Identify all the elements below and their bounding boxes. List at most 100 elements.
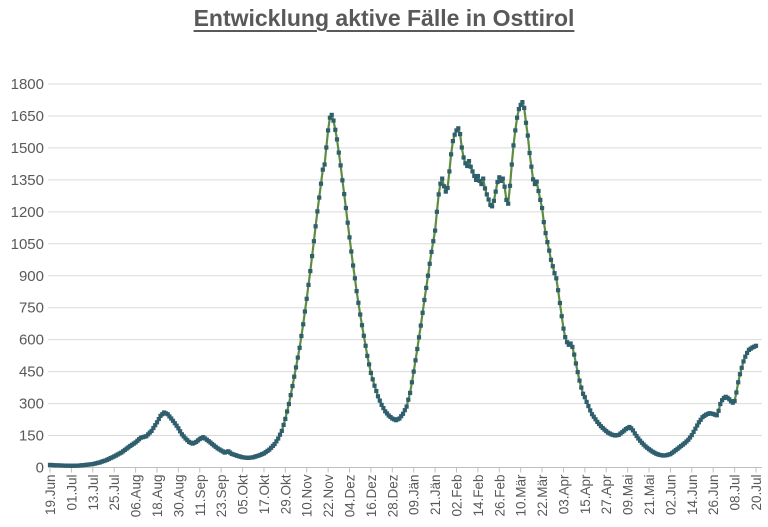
data-point-marker [507, 183, 513, 188]
data-point-marker [689, 433, 694, 438]
x-tick-label: 16.Dez [364, 474, 379, 517]
data-point-marker [686, 437, 691, 442]
data-point-marker [568, 341, 573, 346]
y-tick-label: 1350 [11, 172, 44, 189]
data-point-marker [277, 432, 283, 437]
data-point-marker [698, 417, 703, 422]
x-tick-label: 21.Jän [428, 475, 443, 516]
data-point-marker [497, 175, 502, 180]
data-point-marker [461, 155, 466, 160]
data-point-marker [743, 354, 748, 359]
data-point-marker [149, 428, 154, 433]
x-tick-label: 13.Jul [86, 475, 101, 511]
data-point-marker [518, 102, 523, 107]
data-point-marker [523, 120, 529, 125]
data-point-marker [422, 297, 427, 303]
data-point-marker [493, 189, 498, 194]
data-point-marker [550, 264, 555, 269]
y-tick-label: 600 [19, 332, 44, 349]
data-point-marker [693, 426, 698, 431]
data-point-marker [588, 408, 593, 413]
data-point-marker [468, 164, 473, 169]
data-point-marker [347, 235, 352, 240]
data-point-marker [691, 429, 696, 434]
data-point-marker [516, 107, 521, 112]
data-point-marker [154, 420, 160, 425]
data-point-marker [499, 178, 504, 183]
data-point-marker [714, 413, 719, 418]
data-point-marker [484, 192, 489, 197]
data-point-marker [634, 433, 639, 439]
data-point-marker [575, 370, 580, 375]
data-point-marker [359, 323, 365, 328]
data-point-marker [326, 128, 331, 133]
data-point-marker [306, 282, 311, 287]
data-point-marker [299, 333, 304, 339]
data-point-marker [354, 289, 359, 294]
data-point-marker [345, 220, 350, 225]
data-point-marker [301, 322, 306, 327]
data-point-marker [716, 408, 721, 413]
x-tick-label: 06.Aug [129, 475, 144, 518]
data-point-marker [174, 423, 179, 428]
data-point-marker [427, 261, 432, 266]
x-tick-label: 26.Jun [706, 475, 721, 516]
data-point-marker [311, 239, 316, 244]
data-point-marker [543, 231, 548, 236]
data-point-marker [434, 209, 439, 214]
data-point-marker [441, 184, 447, 189]
data-point-marker [737, 372, 743, 377]
data-point-marker [293, 365, 299, 370]
data-point-marker [329, 112, 334, 117]
data-point-marker [381, 406, 386, 411]
data-point-marker [593, 417, 598, 422]
data-point-marker [753, 343, 759, 348]
x-tick-label: 01.Jul [64, 475, 79, 511]
data-point-marker [429, 249, 434, 254]
data-point-marker [739, 365, 744, 370]
data-point-marker [352, 276, 357, 281]
data-point-marker [340, 178, 345, 183]
data-point-marker [322, 162, 327, 167]
data-point-marker [477, 178, 482, 183]
data-point-marker [438, 181, 443, 186]
data-point-marker [361, 333, 366, 338]
data-point-marker [474, 177, 479, 182]
data-point-marker [597, 421, 602, 427]
data-point-marker [351, 263, 356, 268]
data-point-marker [397, 416, 402, 421]
data-point-marker [445, 185, 450, 191]
data-point-marker [563, 335, 568, 340]
y-tick-label: 450 [19, 364, 44, 381]
data-point-marker [466, 159, 472, 164]
data-point-marker [527, 150, 532, 156]
data-point-marker [538, 197, 543, 202]
data-point-marker [559, 314, 564, 319]
data-point-marker [279, 428, 284, 433]
data-point-marker [176, 426, 181, 431]
chart-title: Entwicklung aktive Fälle in Osttirol [193, 5, 575, 31]
data-point-marker [495, 179, 500, 185]
y-tick-label: 150 [19, 428, 44, 445]
data-point-marker [547, 248, 552, 253]
data-point-marker [486, 197, 491, 202]
data-point-marker [552, 271, 557, 276]
data-point-marker [579, 385, 584, 390]
data-point-marker [502, 184, 507, 189]
data-point-marker [281, 422, 286, 427]
x-tick-label: 02.Jun [663, 475, 678, 516]
data-point-marker [372, 383, 377, 388]
x-tick-label: 18.Aug [150, 475, 165, 518]
data-point-marker [285, 409, 290, 414]
data-point-marker [327, 115, 332, 120]
data-point-marker [416, 335, 422, 340]
data-point-marker [153, 423, 158, 428]
data-point-marker [356, 300, 361, 305]
data-point-marker [165, 412, 170, 417]
data-point-marker [400, 411, 406, 416]
data-point-marker [452, 132, 457, 137]
data-point-marker [349, 249, 354, 254]
x-tick-label: 09.Jän [407, 475, 422, 516]
data-point-marker [745, 350, 750, 355]
data-point-marker [589, 412, 595, 417]
